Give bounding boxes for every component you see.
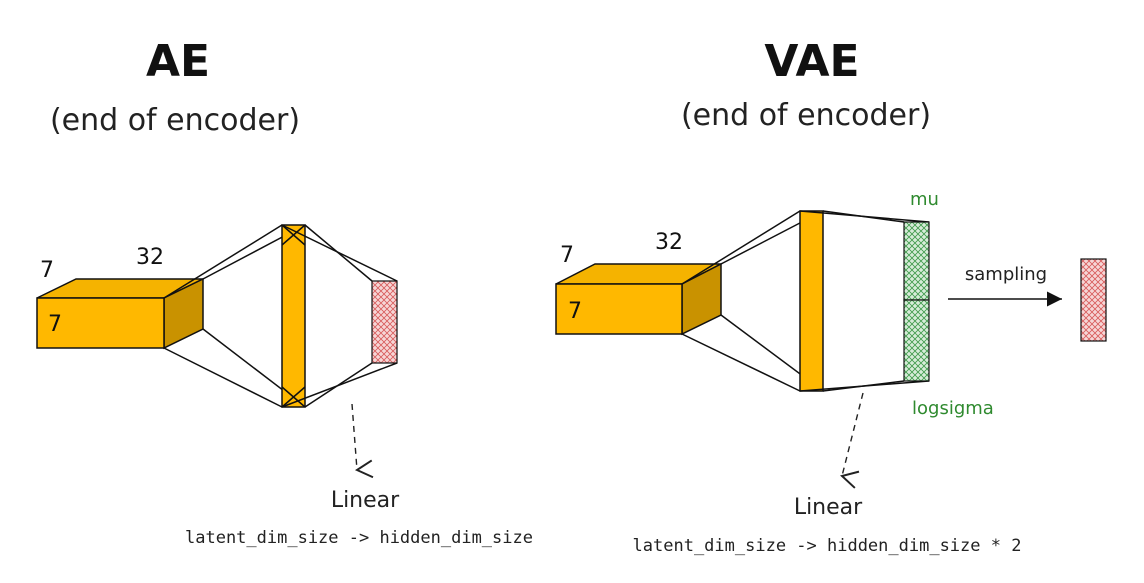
vae-title: VAE bbox=[764, 36, 859, 87]
vae-section: VAE (end of encoder) 7 32 7 bbox=[555, 36, 1107, 556]
ae-dim-depth: 7 bbox=[48, 312, 62, 337]
vae-mu-vector bbox=[903, 221, 930, 301]
vae-linear-arrow bbox=[840, 392, 864, 489]
ae-linear-arrow bbox=[351, 403, 374, 479]
vae-linear-label: Linear bbox=[794, 495, 863, 520]
ae-dim-width: 32 bbox=[136, 245, 164, 270]
vae-mu-label: mu bbox=[910, 189, 939, 210]
ae-section: AE (end of encoder) 7 32 7 bbox=[36, 36, 533, 548]
vae-bar-to-latent-lines bbox=[799, 210, 930, 392]
vae-linear-description: latent_dim_size -> hidden_dim_size * 2 bbox=[633, 536, 1022, 556]
ae-feature-block bbox=[36, 277, 204, 350]
ae-title: AE bbox=[146, 36, 210, 87]
ae-linear-label: Linear bbox=[331, 488, 400, 513]
vae-feature-block bbox=[555, 262, 722, 336]
ae-linear-description: latent_dim_size -> hidden_dim_size bbox=[185, 528, 533, 548]
ae-block-front bbox=[36, 297, 165, 349]
ae-flatten-bar bbox=[281, 224, 306, 408]
vae-block-front bbox=[555, 283, 683, 335]
vae-logsigma-vector bbox=[903, 299, 930, 382]
ae-subtitle: (end of encoder) bbox=[50, 103, 300, 138]
vae-dim-height: 7 bbox=[560, 243, 574, 268]
vae-flatten-bar bbox=[799, 210, 824, 392]
ae-dim-height: 7 bbox=[40, 258, 54, 283]
vae-dim-width: 32 bbox=[655, 230, 683, 255]
ae-bar-to-latent-lines bbox=[281, 224, 398, 408]
vae-sampled-latent bbox=[1080, 258, 1107, 342]
vae-dim-depth: 7 bbox=[568, 299, 582, 324]
ae-latent-vector bbox=[371, 280, 398, 364]
vae-sampling-label: sampling bbox=[965, 264, 1047, 285]
vae-subtitle: (end of encoder) bbox=[681, 98, 931, 133]
vae-logsigma-label: logsigma bbox=[912, 398, 994, 419]
